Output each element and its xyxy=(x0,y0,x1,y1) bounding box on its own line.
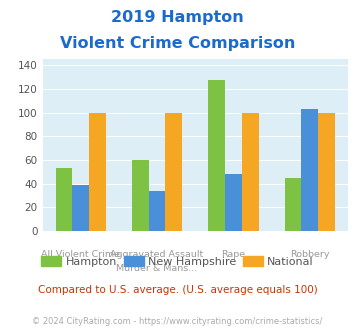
Bar xyxy=(242,113,258,231)
Bar xyxy=(132,160,149,231)
Bar xyxy=(225,174,242,231)
Bar xyxy=(72,185,89,231)
Bar xyxy=(149,191,165,231)
Text: Robbery: Robbery xyxy=(290,250,329,259)
Text: Rape: Rape xyxy=(222,250,245,259)
Legend: Hampton, New Hampshire, National: Hampton, New Hampshire, National xyxy=(37,251,318,271)
Text: 2019 Hampton: 2019 Hampton xyxy=(111,10,244,25)
Bar xyxy=(165,113,182,231)
Bar xyxy=(285,178,301,231)
Text: Murder & Mans...: Murder & Mans... xyxy=(116,264,198,273)
Bar xyxy=(318,113,335,231)
Text: All Violent Crime: All Violent Crime xyxy=(41,250,120,259)
Text: Aggravated Assault: Aggravated Assault xyxy=(110,250,204,259)
Bar xyxy=(301,109,318,231)
Text: Compared to U.S. average. (U.S. average equals 100): Compared to U.S. average. (U.S. average … xyxy=(38,285,317,295)
Bar xyxy=(56,168,72,231)
Text: © 2024 CityRating.com - https://www.cityrating.com/crime-statistics/: © 2024 CityRating.com - https://www.city… xyxy=(32,317,323,326)
Bar xyxy=(208,80,225,231)
Text: Violent Crime Comparison: Violent Crime Comparison xyxy=(60,36,295,51)
Bar xyxy=(89,113,106,231)
